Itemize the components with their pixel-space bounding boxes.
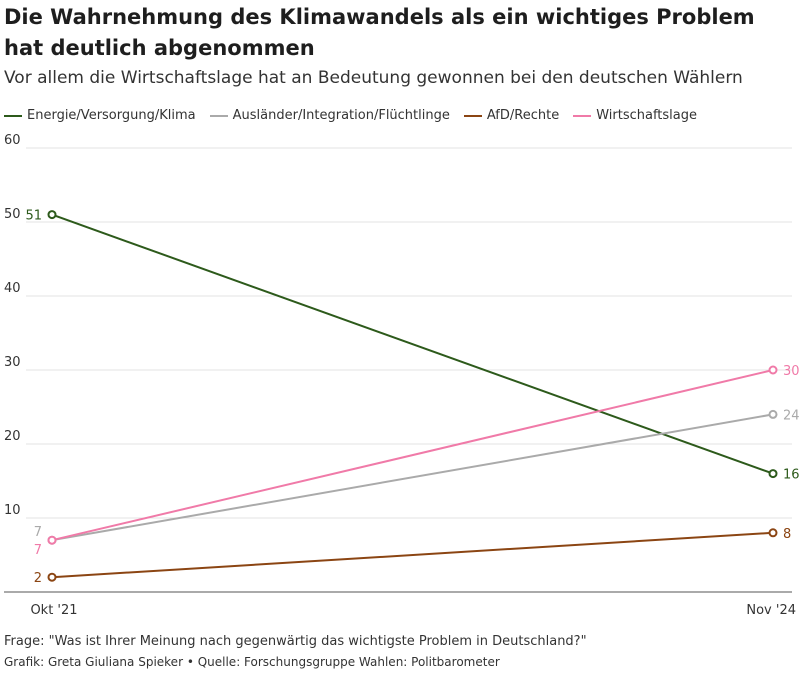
series-3-point-1	[768, 365, 778, 375]
legend-swatch-wirtschaft	[573, 114, 592, 117]
chart-subtitle: Vor allem die Wirtschaftslage hat an Bed…	[4, 68, 743, 88]
series-line-3	[51, 369, 774, 542]
legend-item-afd: AfD/Rechte	[463, 108, 560, 123]
x-tick-label-0: Okt '21	[30, 603, 77, 618]
series-3-point-0	[47, 535, 57, 545]
series-line-0	[51, 213, 774, 475]
legend-label-auslaender: Ausländer/Integration/Flüchtlinge	[232, 108, 450, 123]
data-label-1-1: 24	[783, 408, 800, 423]
legend-swatch-auslaender	[209, 114, 228, 117]
data-label-0-1: 16	[783, 468, 800, 483]
y-tick-label-40: 40	[4, 281, 21, 296]
y-tick-label-20: 20	[4, 429, 21, 444]
y-tick-label-50: 50	[4, 207, 21, 222]
y-tick-label-30: 30	[4, 355, 21, 370]
y-tick-label-60: 60	[4, 133, 21, 148]
y-tick-label-10: 10	[4, 503, 21, 518]
legend-label-afd: AfD/Rechte	[486, 108, 560, 123]
legend-item-energie: Energie/Versorgung/Klima	[4, 108, 196, 123]
series-0-point-1	[768, 469, 778, 479]
footer-source: Grafik: Greta Giuliana Spieker • Quelle:…	[4, 655, 500, 669]
legend-label-wirtschaft: Wirtschaftslage	[596, 108, 697, 123]
chart-title: Die Wahrnehmung des Klimawandels als ein…	[4, 5, 755, 60]
data-label-2-0: 2	[34, 571, 42, 586]
series-line-2	[51, 531, 774, 579]
data-label-1-0: 7	[34, 525, 42, 540]
data-label-0-0: 51	[25, 209, 42, 224]
legend-swatch-afd	[463, 114, 482, 117]
data-label-3-1: 30	[783, 364, 800, 379]
data-label-2-1: 8	[783, 527, 791, 542]
line-chart: 10 20 30 40 50 60 Okt '21 Nov '24 51 16 7 24 2 8 7 30	[4, 133, 800, 618]
legend-item-auslaender: Ausländer/Integration/Flüchtlinge	[209, 108, 450, 123]
footer-question: Frage: "Was ist Ihrer Meinung nach gegen…	[4, 634, 587, 649]
series-1-point-1	[768, 409, 778, 419]
series-2-point-0	[47, 572, 57, 582]
legend-label-energie: Energie/Versorgung/Klima	[27, 108, 196, 123]
series-2-point-1	[768, 528, 778, 538]
legend-item-wirtschaft: Wirtschaftslage	[573, 108, 697, 123]
legend: Energie/Versorgung/Klima Ausländer/Integ…	[4, 108, 711, 123]
series-line-1	[51, 413, 774, 542]
series-0-point-0	[47, 210, 57, 220]
legend-swatch-energie	[4, 114, 22, 117]
x-tick-label-1: Nov '24	[746, 603, 796, 618]
data-label-3-0: 7	[34, 543, 42, 558]
